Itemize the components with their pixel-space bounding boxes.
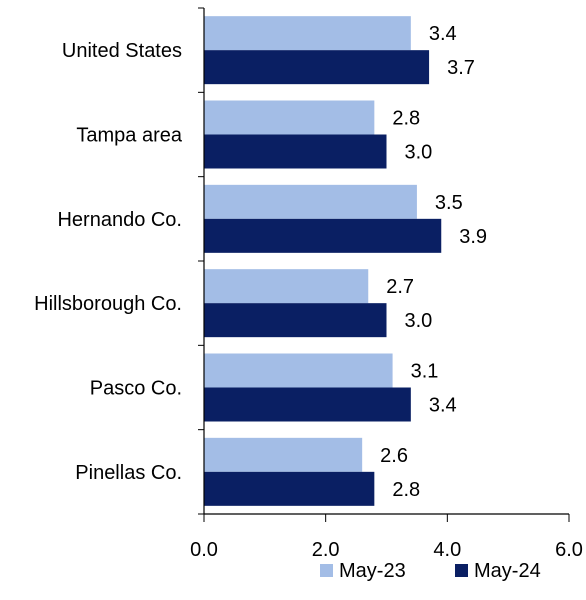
labels-layer: 3.4 3.7 United States 2.8 3.0 Tampa area 3.5 3.…	[34, 23, 487, 501]
bar-may-23-0	[204, 16, 411, 51]
x-tick-label: 6.0	[555, 539, 583, 561]
legend-label: May-23	[339, 560, 406, 582]
axes: 0.0 2.0 4.0 6.0	[190, 7, 583, 561]
value-label: 3.0	[405, 142, 433, 164]
category-label: Hillsborough Co.	[34, 293, 182, 315]
value-label: 2.6	[380, 445, 408, 467]
category-label: United States	[62, 40, 182, 62]
bar-may-24-2	[204, 218, 442, 253]
bars-layer	[204, 16, 442, 506]
value-label: 2.8	[392, 108, 420, 130]
bar-may-24-1	[204, 134, 387, 169]
value-label: 3.9	[459, 226, 487, 248]
bar-may-24-3	[204, 303, 387, 338]
bar-may-23-2	[204, 184, 417, 219]
value-label: 3.1	[411, 361, 439, 383]
value-label: 2.8	[392, 479, 420, 501]
legend-label: May-24	[474, 560, 541, 582]
category-label: Pinellas Co.	[75, 462, 182, 484]
bar-may-24-5	[204, 471, 375, 506]
category-label: Hernando Co.	[57, 209, 182, 231]
value-label: 3.4	[429, 23, 457, 45]
category-label: Tampa area	[76, 125, 182, 147]
value-label: 2.7	[386, 276, 414, 298]
value-label: 3.7	[447, 57, 475, 79]
x-tick-label: 4.0	[433, 539, 461, 561]
value-label: 3.0	[405, 310, 433, 332]
legend-swatch-may-24	[455, 564, 468, 577]
value-label: 3.5	[435, 192, 463, 214]
category-label: Pasco Co.	[90, 378, 182, 400]
x-tick-label: 2.0	[312, 539, 340, 561]
bar-may-23-5	[204, 437, 363, 472]
bar-may-23-4	[204, 353, 393, 388]
bar-may-23-3	[204, 269, 369, 304]
legend-swatch-may-23	[320, 564, 333, 577]
x-tick-label: 0.0	[190, 539, 218, 561]
value-label: 3.4	[429, 395, 457, 417]
bar-may-24-0	[204, 50, 430, 85]
bar-may-23-1	[204, 100, 375, 135]
legend: May-23 May-24	[320, 560, 541, 582]
bar-may-24-4	[204, 387, 411, 422]
